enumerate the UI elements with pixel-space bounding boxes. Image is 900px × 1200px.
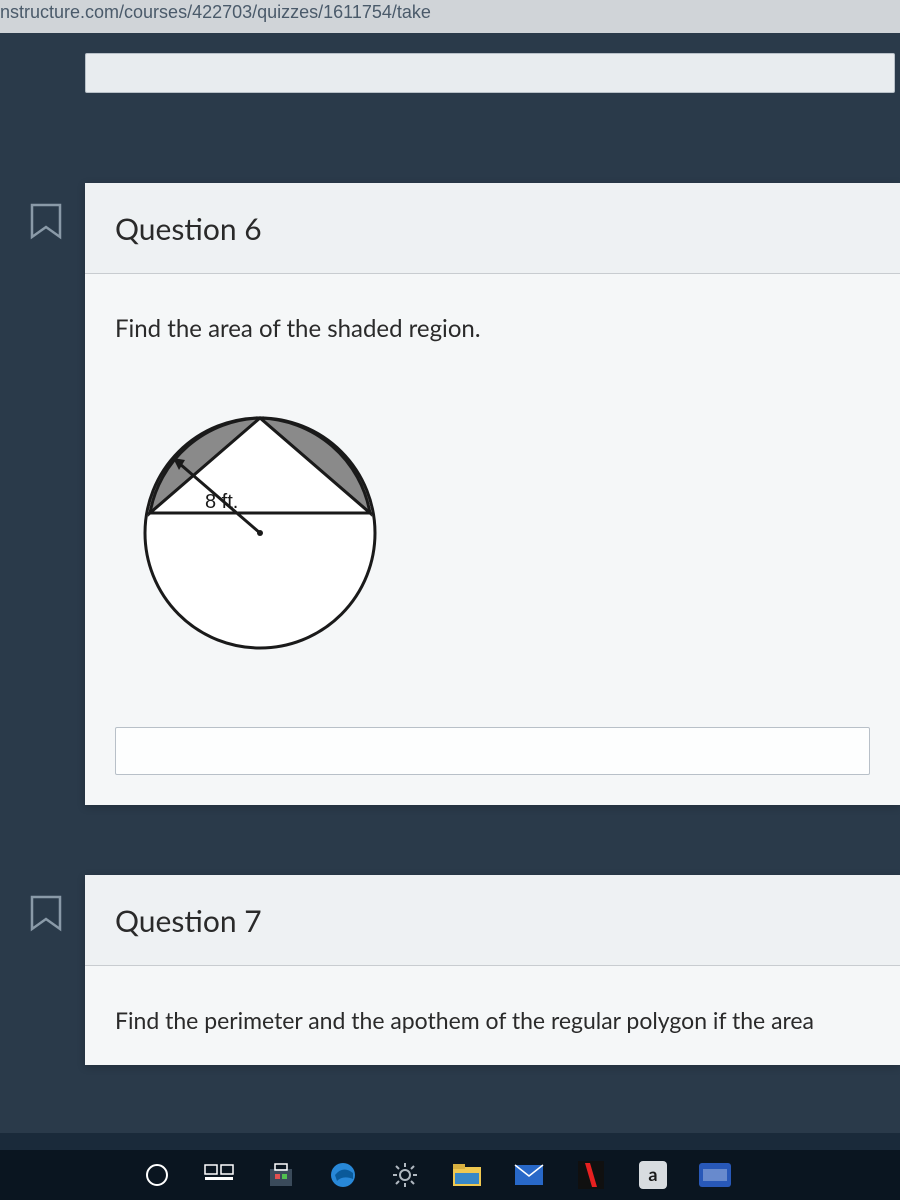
svg-text:a: a xyxy=(648,1163,657,1185)
app-icon[interactable] xyxy=(698,1158,732,1192)
previous-answer-input[interactable] xyxy=(85,53,895,93)
file-explorer-icon[interactable] xyxy=(450,1158,484,1192)
amazon-icon[interactable]: a xyxy=(636,1158,670,1192)
question-7-header: Question 7 xyxy=(85,875,900,966)
mail-icon[interactable] xyxy=(512,1158,546,1192)
browser-url-bar[interactable]: nstructure.com/courses/422703/quizzes/16… xyxy=(0,0,900,33)
bookmark-icon[interactable] xyxy=(30,895,62,935)
question-6-body: Find the area of the shaded region. xyxy=(85,274,900,805)
question-6-header: Question 6 xyxy=(85,183,900,274)
store-icon[interactable] xyxy=(264,1158,298,1192)
radius-label: 8 ft. xyxy=(205,491,238,513)
windows-taskbar[interactable]: a xyxy=(0,1150,900,1200)
netflix-icon[interactable] xyxy=(574,1158,608,1192)
question-6-title: Question 6 xyxy=(115,211,870,247)
cortana-icon[interactable] xyxy=(140,1158,174,1192)
question-6-card: Question 6 Find the area of the shaded r… xyxy=(85,183,900,805)
settings-icon[interactable] xyxy=(388,1158,422,1192)
question-6-diagram: 8 ft. xyxy=(125,378,870,672)
question-6-answer-input[interactable] xyxy=(115,727,870,775)
question-7-body: Find the perimeter and the apothem of th… xyxy=(85,966,900,1064)
question-7-prompt: Find the perimeter and the apothem of th… xyxy=(115,1006,870,1034)
question-7-card: Question 7 Find the perimeter and the ap… xyxy=(85,875,900,1065)
task-view-icon[interactable] xyxy=(202,1158,236,1192)
question-6-prompt: Find the area of the shaded region. xyxy=(115,314,870,343)
edge-icon[interactable] xyxy=(326,1158,360,1192)
bookmark-icon[interactable] xyxy=(30,203,62,243)
question-7-title: Question 7 xyxy=(115,903,870,939)
url-text: nstructure.com/courses/422703/quizzes/16… xyxy=(0,2,431,22)
quiz-content: Question 6 Find the area of the shaded r… xyxy=(0,33,900,1133)
